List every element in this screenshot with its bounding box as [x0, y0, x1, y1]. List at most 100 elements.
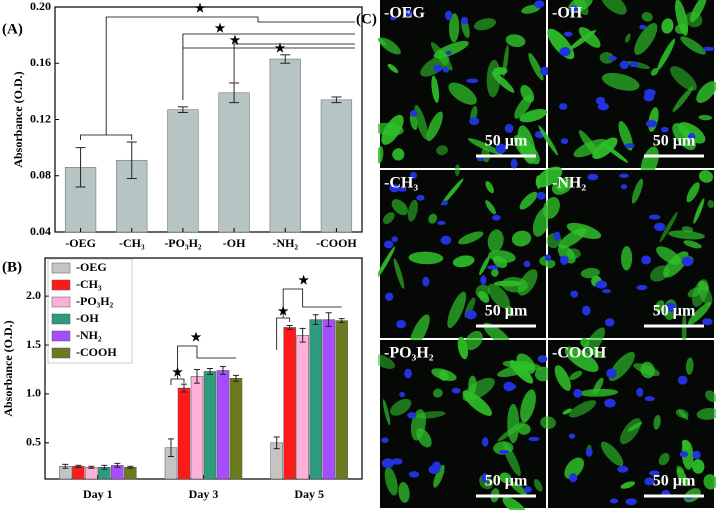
nucleus — [466, 78, 479, 83]
nucleus — [619, 60, 629, 70]
nucleus — [440, 235, 452, 245]
cell-body — [621, 246, 633, 271]
cell-body — [538, 125, 559, 156]
micrograph: -PO₃H₂ 50 µm — [378, 330, 552, 510]
cell-body — [378, 37, 386, 46]
panel-name: -CH₃ — [384, 175, 418, 192]
x-tick-label: Day 5 — [294, 487, 324, 501]
cell-body — [649, 265, 670, 282]
nucleus — [408, 471, 420, 478]
y-tick-label: 1.5 — [26, 337, 41, 351]
cell-body — [661, 18, 674, 34]
nucleus — [444, 10, 453, 21]
nucleus — [606, 368, 617, 379]
cell-body — [568, 400, 597, 418]
nucleus — [654, 222, 666, 232]
cell-body — [511, 230, 532, 247]
cell-body — [668, 230, 705, 240]
cell-body — [436, 145, 448, 156]
cell-body — [382, 399, 391, 426]
cell-body — [378, 146, 384, 164]
cell-body — [505, 305, 514, 317]
nucleus — [625, 498, 637, 506]
cell-body — [534, 366, 552, 382]
nucleus — [523, 486, 532, 493]
nucleus — [391, 458, 403, 465]
y-tick-label: 0.04 — [30, 224, 51, 238]
bar — [335, 320, 348, 480]
significance-bracket — [80, 134, 133, 140]
bar — [203, 371, 217, 480]
cell-body — [681, 226, 694, 233]
significance-star: ★ — [172, 365, 183, 379]
cell-body — [640, 361, 655, 379]
cell-body — [433, 40, 469, 59]
nucleus — [641, 255, 652, 265]
nucleus — [665, 302, 677, 312]
nucleus — [416, 194, 425, 201]
nucleus — [465, 309, 477, 320]
cell-body — [554, 365, 571, 391]
nucleus — [481, 473, 489, 483]
cell-body — [569, 370, 583, 380]
y-tick-label: 0.12 — [30, 111, 51, 125]
cell-body — [384, 467, 398, 496]
cell-body — [627, 422, 643, 432]
cell-body — [542, 197, 560, 219]
micrograph: -OEG 50 µm — [378, 0, 551, 169]
nucleus — [608, 55, 617, 61]
nucleus — [469, 117, 480, 126]
cell-body — [533, 479, 543, 492]
scale-bar-label: 50 µm — [653, 133, 696, 150]
scale-bar-label: 50 µm — [485, 303, 528, 320]
x-tick-label: -OEG — [65, 236, 96, 250]
cell-body — [491, 71, 515, 93]
cell-body — [703, 474, 716, 490]
cell-body — [578, 27, 601, 48]
cell-body — [452, 255, 475, 268]
y-tick-label: 1.0 — [26, 386, 41, 400]
nucleus — [597, 102, 609, 111]
cell-body — [683, 240, 702, 249]
nucleus — [381, 458, 394, 469]
y-axis-label: Absorbance (O.D.) — [11, 71, 25, 167]
cell-body — [517, 423, 531, 435]
micrograph: -OH 50 µm — [538, 0, 716, 178]
x-tick-label: -CH₃ — [119, 236, 145, 250]
cell-body — [449, 13, 460, 43]
y-axis-label: Absorbance (O.D.) — [1, 320, 15, 416]
cell-body — [467, 138, 503, 155]
panel-name: -COOH — [552, 345, 607, 362]
significance-star: ★ — [275, 41, 286, 55]
legend-swatch — [51, 347, 71, 359]
cell-body — [618, 120, 633, 151]
nucleus — [618, 173, 629, 178]
cell-body — [409, 314, 430, 349]
nucleus — [533, 0, 545, 9]
cell-body — [601, 72, 640, 91]
cell-body — [573, 138, 607, 158]
cell-body — [398, 482, 410, 503]
cell-body — [382, 212, 395, 225]
cell-body — [517, 269, 538, 296]
cell-body — [485, 181, 494, 194]
significance-star: ★ — [278, 304, 289, 318]
cell-body — [520, 85, 535, 103]
bar — [322, 319, 335, 480]
cell-body — [562, 408, 572, 415]
nucleus — [510, 158, 518, 169]
nucleus — [639, 24, 647, 30]
plot-frame — [54, 6, 363, 233]
cell-body — [458, 231, 484, 245]
cell-body — [535, 166, 563, 188]
cell-body — [528, 52, 544, 81]
cell-body — [479, 255, 491, 276]
panel-name: -OH — [552, 5, 583, 22]
micrograph: -NH₂ 50 µm — [535, 166, 715, 349]
cell-body — [473, 18, 497, 31]
bar — [309, 319, 322, 480]
significance-star: ★ — [191, 330, 202, 344]
legend-swatch — [51, 313, 71, 325]
cell-body — [391, 199, 408, 216]
legend-label: -PO₃H₂ — [76, 294, 114, 308]
